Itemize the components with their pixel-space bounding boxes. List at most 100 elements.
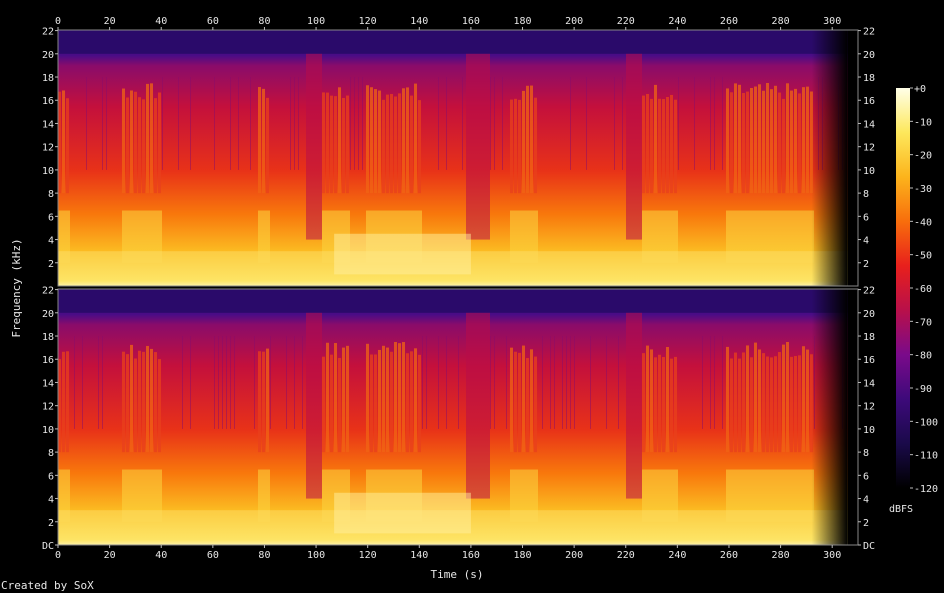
spectral-column — [522, 469, 526, 522]
spectral-column — [522, 210, 526, 263]
spectral-column — [526, 210, 530, 263]
spectral-column — [270, 336, 271, 429]
y-tick-label: 12 — [42, 143, 54, 154]
spectral-column — [258, 87, 261, 194]
spectral-column — [646, 210, 650, 263]
spectral-column — [262, 351, 265, 453]
spectral-column — [754, 86, 757, 194]
spectral-column — [794, 88, 797, 194]
spectral-column — [322, 210, 326, 263]
spectral-column — [318, 53, 322, 240]
spectral-column — [494, 336, 495, 429]
colorbar-tick-label: -90 — [914, 384, 932, 395]
spectral-column — [746, 91, 749, 194]
x-tick-label: 240 — [668, 16, 686, 27]
spectral-column — [794, 469, 798, 522]
spectral-column — [190, 77, 191, 170]
spectral-column — [326, 210, 330, 263]
spectral-column — [266, 210, 270, 263]
spectral-column — [630, 53, 634, 240]
spectral-column — [126, 97, 129, 194]
y-tick-label: 4 — [863, 236, 869, 247]
spectral-column — [490, 77, 491, 170]
x-tick-label: 60 — [207, 550, 219, 561]
spectral-column — [486, 53, 490, 240]
spectral-column — [98, 336, 99, 429]
spectral-column — [390, 351, 393, 453]
spectral-column — [562, 336, 563, 429]
spectral-column — [150, 83, 153, 194]
spectral-column — [650, 210, 654, 263]
spectral-column — [750, 88, 753, 194]
spectral-column — [654, 469, 658, 522]
spectral-column — [414, 348, 417, 453]
spectral-column — [762, 469, 766, 522]
spectral-column — [782, 344, 785, 453]
spectral-column — [298, 77, 299, 170]
spectral-column — [694, 77, 695, 170]
x-tick-label: 280 — [772, 16, 790, 27]
spectral-column — [510, 210, 514, 263]
spectral-column — [190, 336, 191, 429]
spectral-column — [734, 83, 737, 194]
colorbar-tick-label: -40 — [914, 217, 932, 228]
spectral-column — [534, 210, 538, 263]
fade-out-region — [811, 30, 848, 286]
spectral-column — [802, 469, 806, 522]
spectral-column — [334, 343, 337, 453]
spectral-column — [342, 97, 345, 194]
x-tick-label: 0 — [55, 550, 61, 561]
spectral-column — [126, 469, 130, 522]
x-tick-label: 260 — [720, 550, 738, 561]
spectral-column — [798, 469, 802, 522]
x-tick-label: 80 — [258, 550, 270, 561]
x-tick-label: 140 — [410, 550, 428, 561]
spectral-column — [518, 99, 521, 194]
spectral-column — [518, 469, 522, 522]
spectral-column — [330, 210, 334, 263]
spectral-column — [750, 210, 754, 263]
spectral-column — [746, 345, 749, 453]
spectral-column — [394, 96, 397, 194]
x-tick-label: 0 — [55, 16, 61, 27]
y-tick-label: 18 — [42, 73, 54, 84]
spectral-column — [158, 469, 162, 522]
y-tick-label: 12 — [42, 402, 54, 413]
spectral-column — [514, 351, 517, 453]
spectral-column — [142, 469, 146, 522]
spectral-column — [810, 91, 813, 194]
spectral-column — [730, 210, 734, 263]
y-tick-label: 20 — [42, 50, 54, 61]
spectral-column — [722, 77, 723, 170]
y-tick-label: 10 — [42, 425, 54, 436]
spectral-column — [58, 210, 62, 263]
spectral-column — [266, 97, 269, 194]
spectral-column — [158, 92, 161, 194]
colorbar-ticks: +0 -10 -20 -30 -40 -50 -60 -70 -80 -90 -100 -110 -12… — [910, 84, 938, 495]
spectral-column — [130, 344, 133, 453]
y-tick-label: 10 — [863, 166, 875, 177]
spectral-column — [618, 336, 619, 429]
spectral-column — [354, 77, 355, 170]
spectral-column — [330, 469, 334, 522]
spectral-column — [318, 312, 322, 499]
spectral-column — [634, 312, 638, 499]
spectral-column — [650, 469, 654, 522]
x-axis-label: Time (s) — [431, 568, 484, 581]
spectral-column — [762, 210, 766, 263]
spectral-column — [674, 469, 678, 522]
spectral-column — [702, 336, 703, 429]
spectral-column — [766, 469, 770, 522]
spectral-column — [346, 345, 349, 453]
spectral-column — [662, 210, 666, 263]
y-tick-label: 4 — [863, 495, 869, 506]
spectral-column — [482, 312, 486, 499]
spectral-column — [798, 355, 801, 453]
spectral-column — [714, 77, 715, 170]
colorbar: +0 -10 -20 -30 -40 -50 -60 -70 -80 -90 -100 -110 -12… — [889, 84, 938, 515]
spectral-column — [666, 96, 669, 194]
spectral-column — [386, 94, 389, 194]
low-frequency-highlight — [334, 233, 471, 275]
spectral-column — [478, 53, 482, 240]
